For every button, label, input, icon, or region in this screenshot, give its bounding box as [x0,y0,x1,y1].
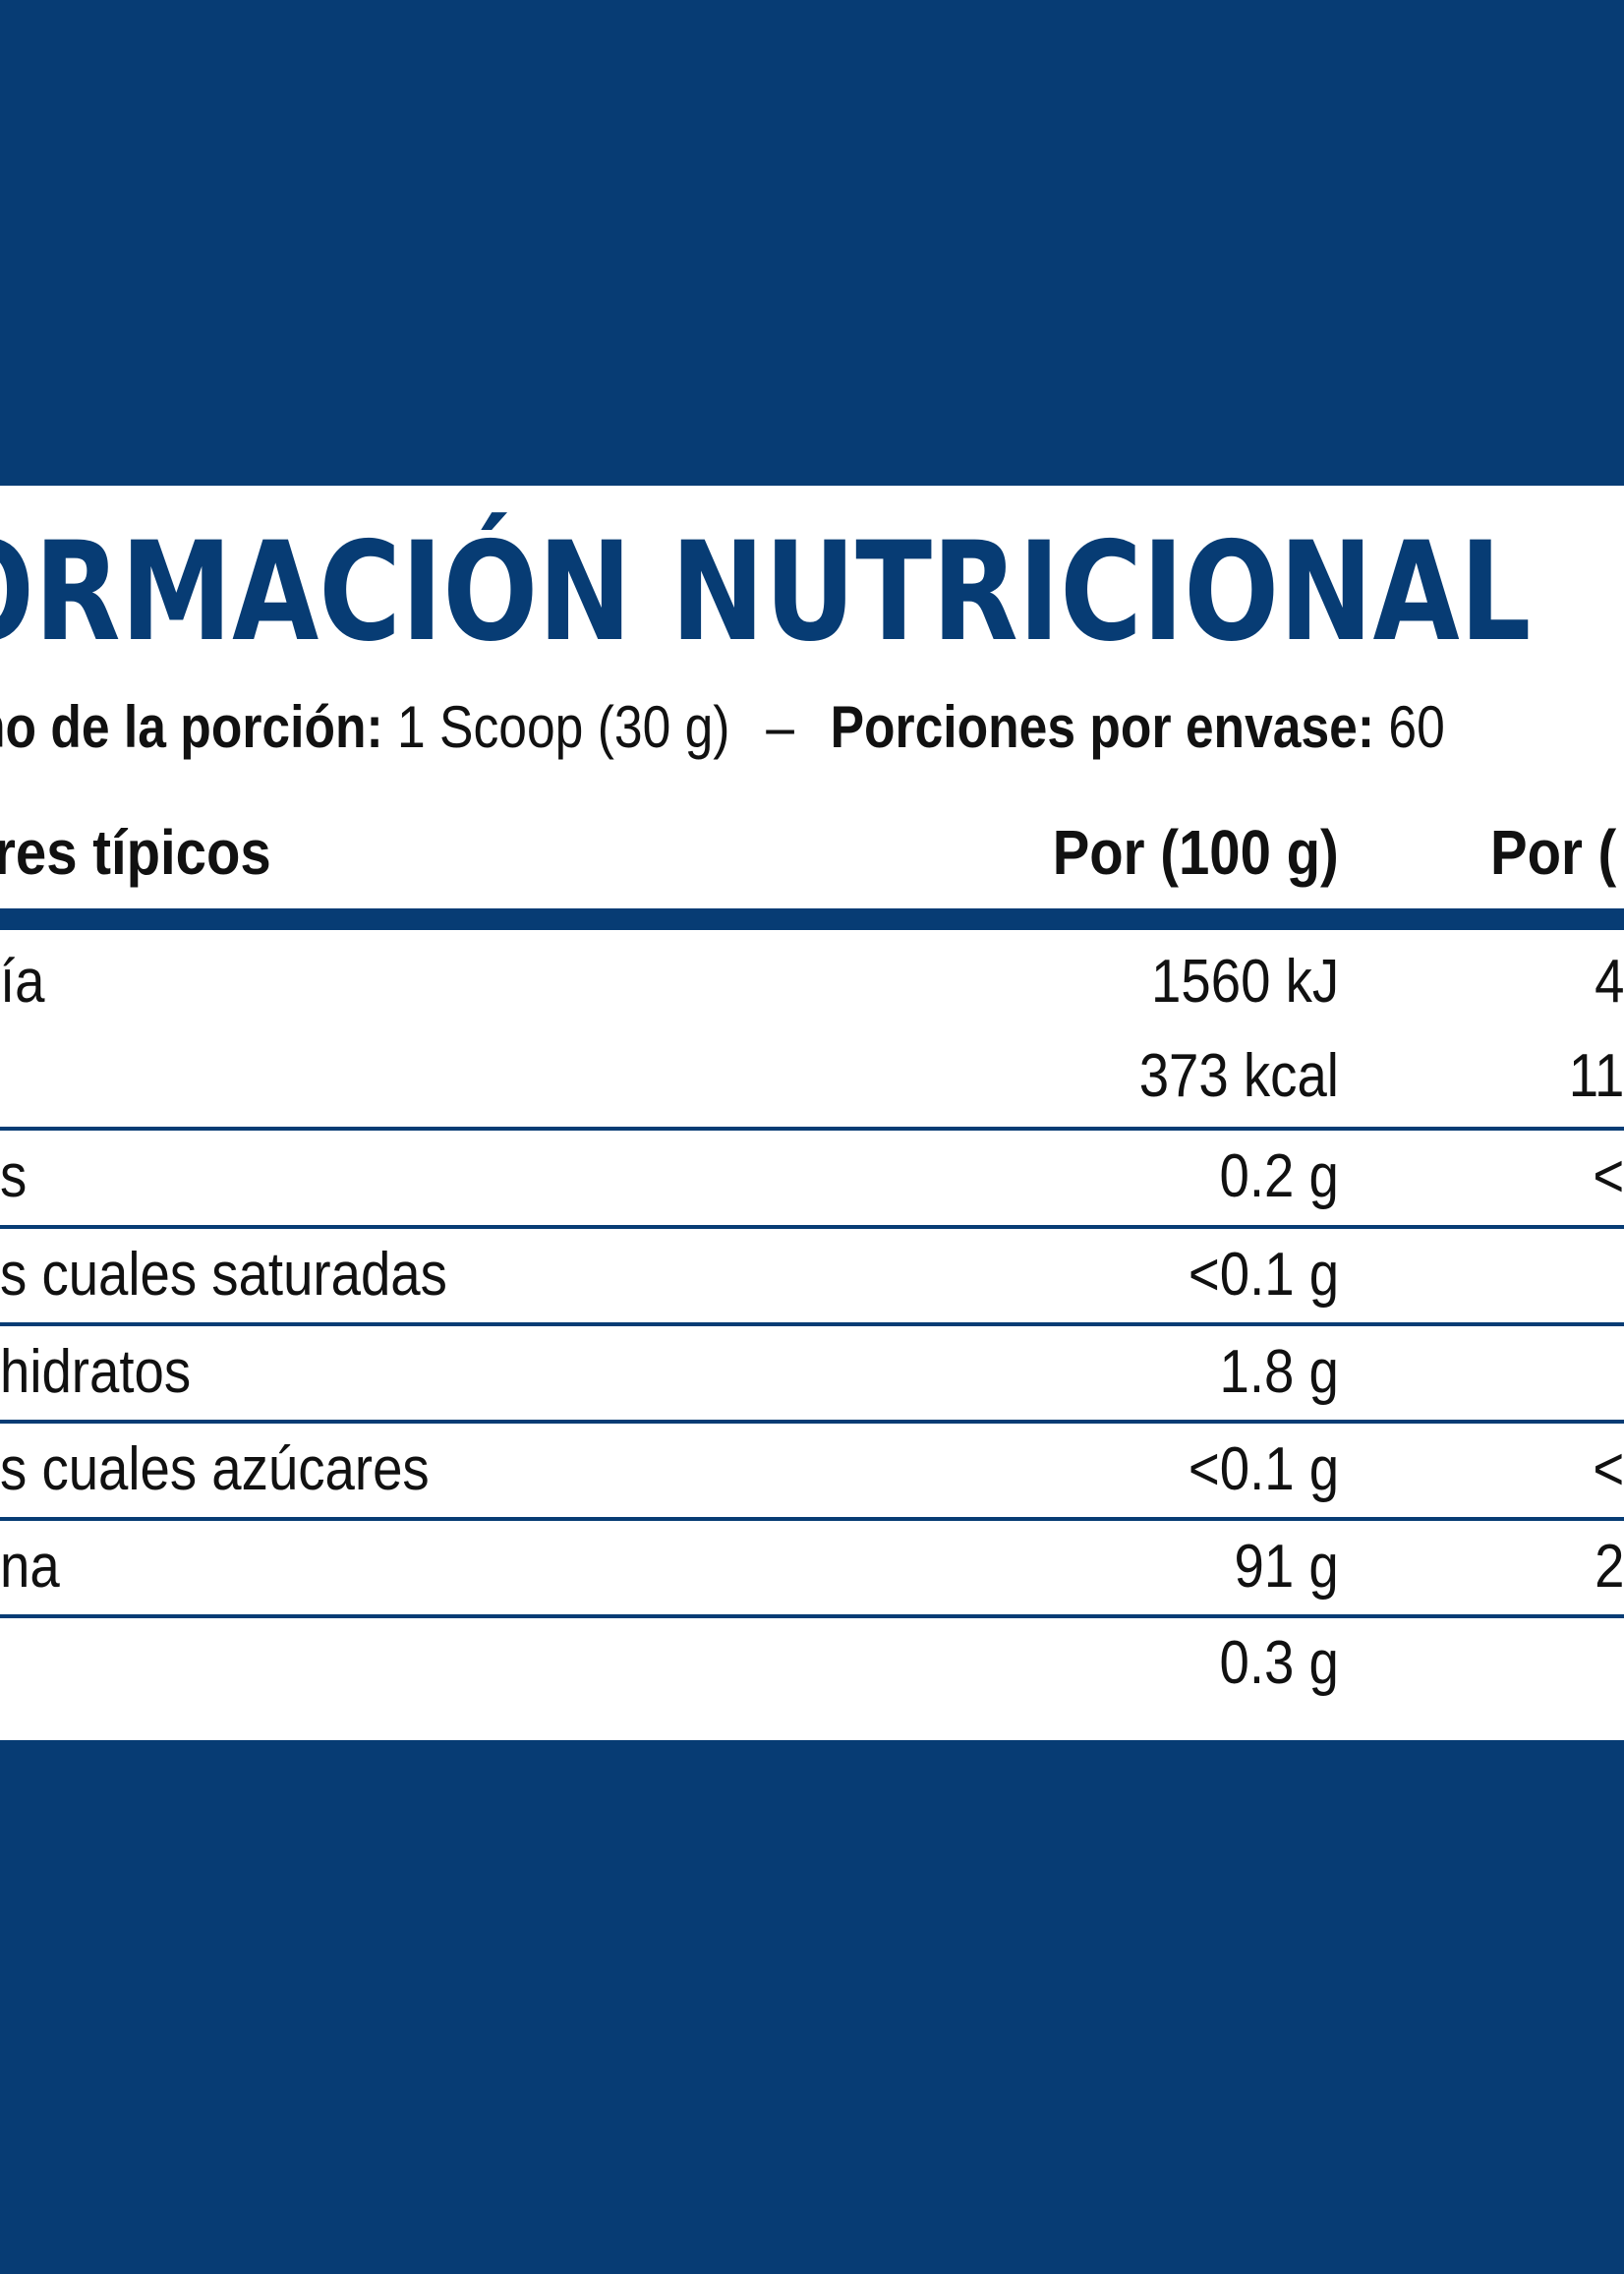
row-value-fat-100g: 0.2 g [1219,1142,1339,1210]
row-divider [0,1420,1624,1424]
row-label-sugars: s cuales azúcares [0,1435,430,1503]
row-value-energy-kj-serving: 4 [1594,948,1624,1016]
row-value-sugars-100g: <0.1 g [1188,1435,1339,1503]
row-label-saturated: s cuales saturadas [0,1241,447,1309]
row-value-salt-100g: 0.3 g [1219,1629,1339,1697]
header-typical-values: res típicos [0,817,271,888]
serving-size-value: 1 Scoop (30 g) [397,694,730,760]
row-value-saturated-100g: <0.1 g [1188,1241,1339,1309]
serving-size-label: ño de la porción: [0,694,383,760]
nutrition-panel: ORMACIÓN NUTRICIONAL ño de la porción: 1… [0,486,1624,1740]
row-value-carbohydrates-100g: 1.8 g [1219,1338,1339,1406]
header-divider [0,908,1624,930]
row-label-carbohydrates: hidratos [0,1338,192,1406]
row-label-fat: s [0,1142,28,1210]
row-value-fat-serving: < [1593,1142,1624,1210]
header-per-serving: Por ( [1490,817,1617,888]
row-value-energy-kcal-100g: 373 kcal [1138,1042,1339,1110]
serving-info: ño de la porción: 1 Scoop (30 g) – Porci… [0,692,1445,763]
servings-per-container-value: 60 [1388,694,1445,760]
row-value-protein-100g: 91 g [1234,1533,1339,1601]
row-divider [0,1517,1624,1521]
row-label-energy: ía [0,948,45,1016]
serving-separator: – [766,694,794,760]
header-per-100g: Por (100 g) [1052,817,1339,888]
panel-title: ORMACIÓN NUTRICIONAL [0,512,1532,671]
row-value-energy-kj-100g: 1560 kJ [1150,948,1339,1016]
row-divider [0,1322,1624,1326]
row-value-energy-kcal-serving: 11 [1568,1042,1624,1110]
row-value-protein-serving: 2 [1594,1533,1624,1601]
row-label-protein: na [0,1533,60,1601]
row-divider [0,1225,1624,1229]
row-divider [0,1614,1624,1618]
row-value-sugars-serving: < [1593,1435,1624,1503]
servings-per-container-label: Porciones por envase: [830,694,1375,760]
row-divider [0,1127,1624,1131]
